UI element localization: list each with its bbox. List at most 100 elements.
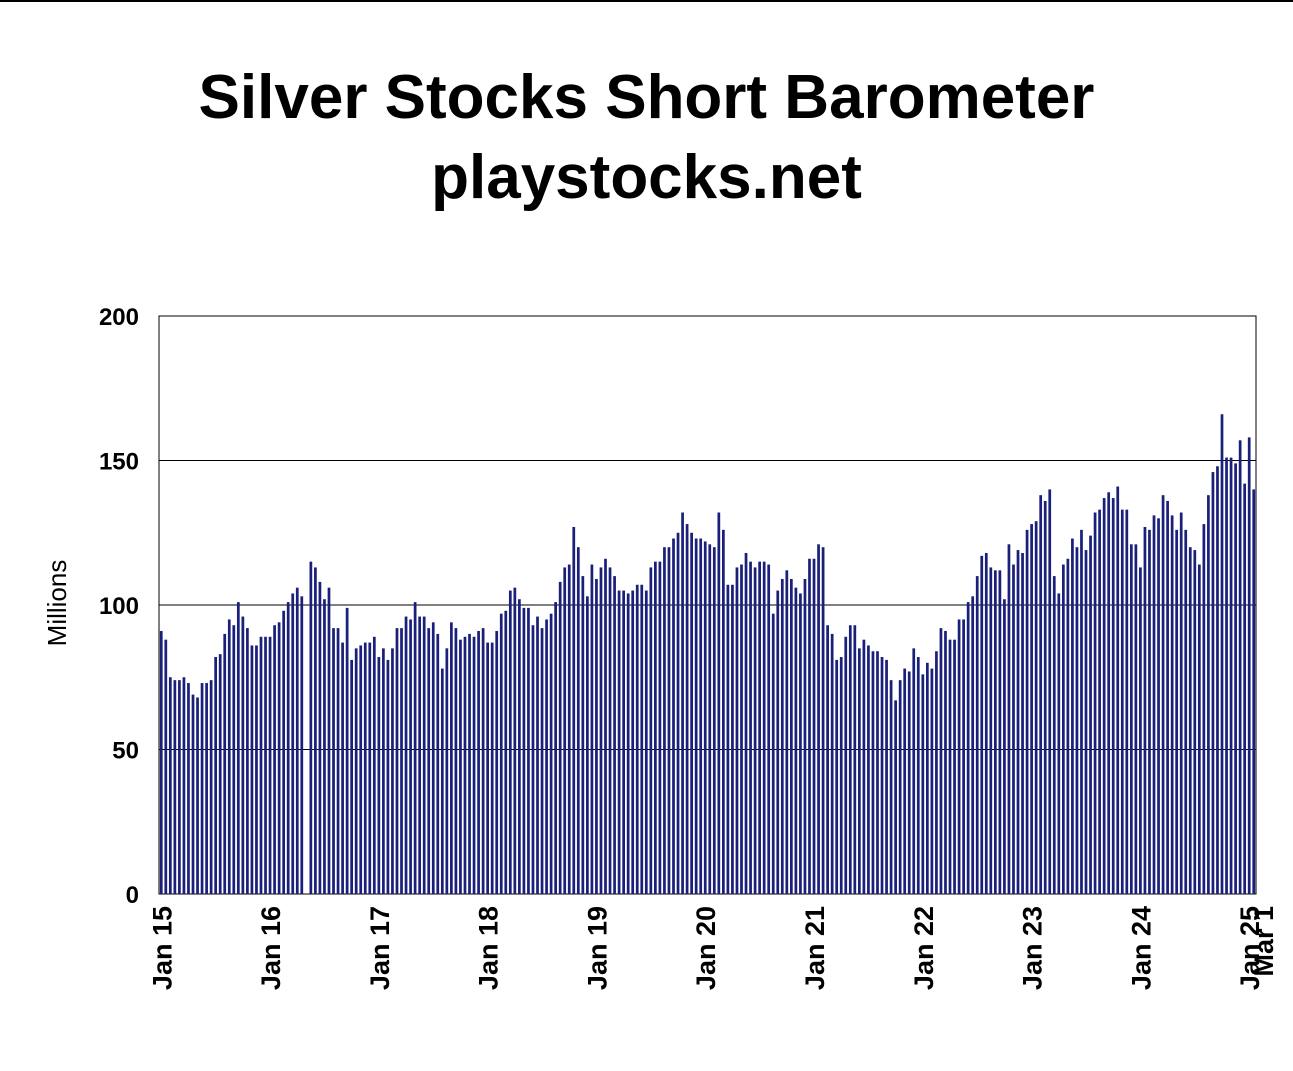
bar [867,645,870,894]
bar [314,567,317,894]
bar [554,602,558,894]
bar [1066,558,1070,894]
bar [1003,599,1006,894]
chart-subtitle: playstocks.net [431,143,862,212]
bar [595,578,598,894]
bar [617,590,621,894]
bar [486,642,490,894]
bar [975,576,979,894]
bar [717,512,721,894]
bar [712,547,716,894]
bar [1061,564,1065,894]
bar [1229,457,1233,894]
bar [1120,509,1124,894]
bar [459,639,462,894]
bar [898,680,902,894]
x-tick-label: Jan 17 [365,906,395,990]
bar [495,631,499,894]
bar [527,607,530,894]
bar [785,570,789,894]
bar [885,659,888,894]
bar [572,526,576,894]
bar [1170,515,1174,894]
bar [567,564,571,894]
bar [209,680,213,894]
bar [857,648,861,894]
x-tick-label: Jan 23 [1018,906,1048,990]
bar [1075,547,1079,894]
bar [644,590,648,894]
bar [1134,544,1138,894]
bar [1161,495,1165,894]
y-axis-label: Millions [42,560,72,647]
bar [563,567,567,894]
bar [1207,495,1210,894]
bar [1243,483,1247,894]
bar [599,567,603,894]
bar [953,639,956,894]
bar [391,648,394,894]
bar [345,607,349,894]
bar [241,616,245,894]
bar [1102,498,1106,894]
bar [531,625,535,894]
bar [223,633,227,894]
bar [907,671,911,894]
bar [1043,500,1047,894]
bar [359,645,363,894]
bar [966,602,970,894]
bar [409,619,412,894]
bar [549,613,553,894]
bar [246,628,249,894]
x-tick-label: Jan 20 [691,906,721,990]
bar [1057,593,1061,894]
bar [690,532,693,894]
bar [776,590,780,894]
bar [744,552,748,894]
bar [273,625,276,894]
bar [499,613,503,894]
bar [722,529,725,894]
bar [948,639,952,894]
bar [368,642,372,894]
bar [327,587,331,894]
bar [817,544,820,894]
bar [386,659,390,894]
bar [454,628,458,894]
bar [957,619,961,894]
bar [300,596,304,894]
bar [912,648,916,894]
bar [318,581,322,894]
bar [740,564,743,894]
bar [581,576,585,894]
bar [323,599,326,894]
x-tick-label: Jan 19 [582,906,612,990]
bar [1157,518,1160,894]
bar [1034,521,1038,894]
y-tick-label: 200 [99,304,139,331]
bar [1152,515,1156,894]
bar [658,561,662,894]
bar [1143,526,1147,894]
x-tick-label: Jan 22 [909,906,939,990]
bar [1089,535,1092,894]
bar [640,584,644,894]
bar [993,570,997,894]
bar [681,512,684,894]
bar [839,657,843,894]
bar [930,668,934,894]
bar [259,636,263,894]
bar [1012,564,1015,894]
bar [518,599,521,894]
bar [182,677,186,894]
bar [862,639,866,894]
bar [685,524,689,894]
bar [178,680,181,894]
bar [1084,550,1088,894]
bar [264,636,267,894]
bar [372,636,376,894]
bar [758,561,761,894]
bar [481,628,485,894]
bar [250,645,254,894]
